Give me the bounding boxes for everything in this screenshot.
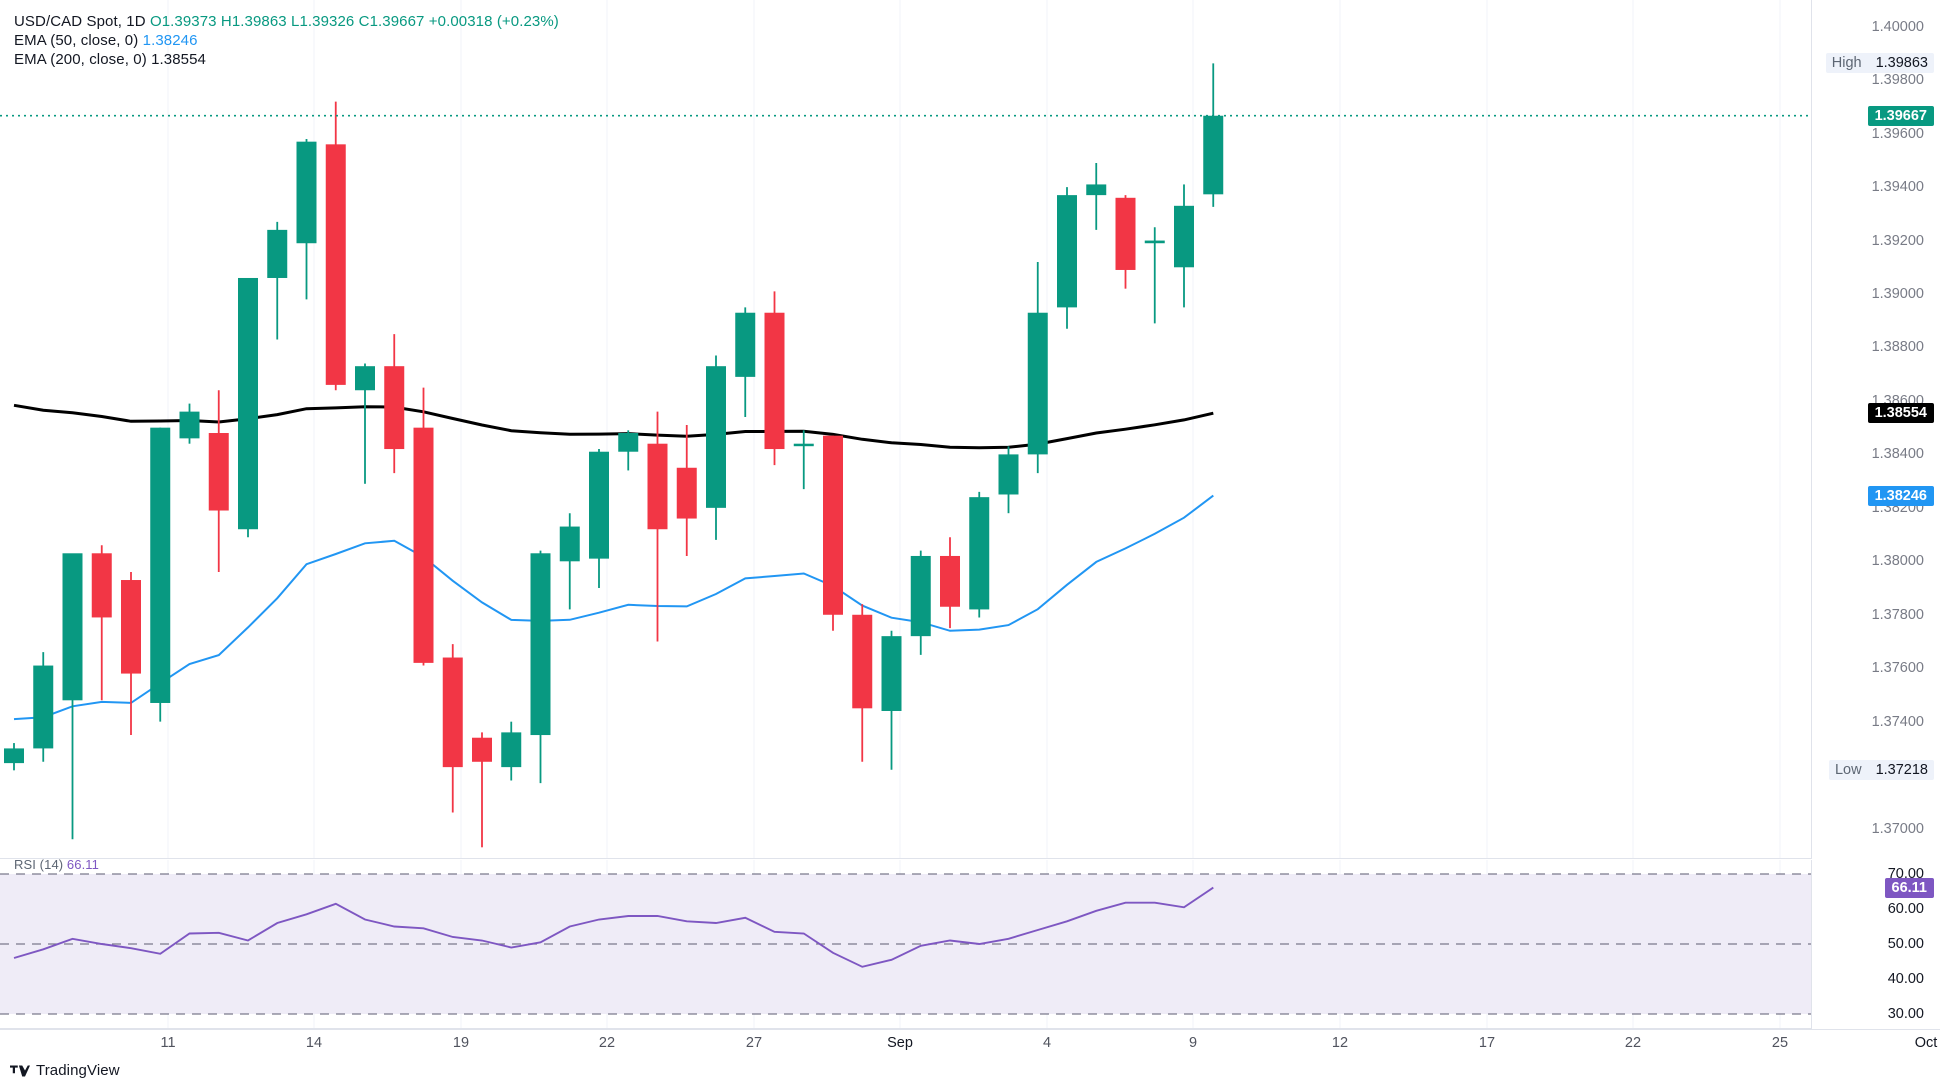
- time-tick: 12: [1331, 1035, 1349, 1051]
- time-tick: Oct: [1914, 1035, 1938, 1051]
- candle: [1144, 227, 1165, 324]
- candle: [793, 430, 814, 490]
- rsi-tick: 50.00: [1887, 936, 1924, 952]
- candle: [91, 545, 112, 701]
- ema200-price-tag[interactable]: 1.38554: [1867, 403, 1934, 424]
- time-tick: 25: [1771, 1035, 1789, 1051]
- candle: [530, 550, 551, 784]
- tradingview-mark-icon: [10, 1064, 30, 1077]
- candle: [823, 435, 843, 631]
- candle: [1086, 163, 1107, 230]
- candle: [121, 572, 141, 736]
- price-plot: [0, 0, 1812, 858]
- price-tick: 1.38800: [1871, 339, 1924, 356]
- candle: [413, 387, 434, 666]
- candle: [647, 411, 668, 642]
- candle: [1057, 187, 1077, 329]
- price-tick: 1.39600: [1871, 125, 1924, 142]
- candle: [706, 355, 726, 540]
- session-high-tag: High 1.39863: [1825, 53, 1934, 74]
- candle: [238, 277, 258, 538]
- candle: [33, 652, 54, 762]
- candle: [676, 424, 697, 556]
- price-tick: 1.38400: [1871, 446, 1924, 463]
- chart-footer: TradingView: [0, 1057, 1940, 1086]
- candle: [150, 427, 171, 722]
- price-tick: 1.38000: [1871, 553, 1924, 570]
- time-tick: 9: [1188, 1035, 1198, 1051]
- candle: [325, 101, 346, 391]
- tradingview-wordmark: TradingView: [36, 1062, 120, 1079]
- candle: [589, 449, 609, 589]
- candle: [940, 537, 960, 629]
- rsi-scale[interactable]: 70.00 60.00 50.00 40.00 30.00 66.11: [1811, 860, 1940, 1028]
- price-pane[interactable]: [0, 0, 1812, 858]
- time-tick: 19: [452, 1035, 470, 1051]
- ema50-price-tag[interactable]: 1.38246: [1867, 485, 1934, 506]
- candle: [969, 491, 990, 618]
- candle: [735, 307, 756, 417]
- candle: [501, 721, 522, 781]
- price-tick: 1.40000: [1871, 18, 1924, 35]
- price-tick: 1.37400: [1871, 713, 1924, 730]
- candle: [355, 363, 375, 484]
- candle: [998, 446, 1019, 514]
- price-tick: 1.37000: [1871, 820, 1924, 837]
- rsi-plot: [0, 860, 1812, 1028]
- time-tick: 22: [1624, 1035, 1642, 1051]
- candle: [764, 291, 785, 466]
- rsi-tick: 40.00: [1887, 971, 1924, 987]
- candle: [384, 334, 405, 474]
- candle: [208, 390, 229, 572]
- time-tick: 14: [305, 1035, 323, 1051]
- candle: [179, 403, 200, 444]
- candle: [472, 732, 492, 848]
- price-tick: 1.39200: [1871, 232, 1924, 249]
- time-tick: 11: [160, 1035, 176, 1051]
- candle: [910, 550, 931, 655]
- rsi-value-tag[interactable]: 66.11: [1884, 877, 1934, 898]
- rsi-pane[interactable]: RSI (14) 66.11: [0, 857, 1812, 1028]
- session-low-tag: Low 1.37218: [1828, 760, 1934, 781]
- price-tick: 1.39000: [1871, 286, 1924, 303]
- candle: [4, 743, 24, 771]
- time-tick: 22: [598, 1035, 616, 1051]
- price-tick: 1.39400: [1871, 179, 1924, 196]
- price-tick: 1.39800: [1871, 72, 1924, 89]
- candle: [1027, 261, 1048, 474]
- candle: [881, 630, 902, 770]
- tradingview-logo[interactable]: TradingView: [10, 1062, 120, 1079]
- candle: [852, 604, 873, 762]
- candle: [1203, 63, 1224, 207]
- time-scale[interactable]: 1114192227Sep4912172225Oct4710: [0, 1029, 1940, 1059]
- candle: [442, 644, 463, 813]
- candle: [296, 138, 317, 300]
- candle: [1115, 195, 1136, 289]
- price-tick: 1.37800: [1871, 606, 1924, 623]
- candle: [267, 221, 288, 340]
- time-tick: 17: [1478, 1035, 1496, 1051]
- pane-separator: [0, 858, 1812, 859]
- candle: [1174, 184, 1194, 308]
- candle: [559, 513, 580, 610]
- rsi-tick: 30.00: [1887, 1006, 1924, 1022]
- last-price-tag[interactable]: 1.39667: [1867, 105, 1934, 126]
- time-tick: 27: [745, 1035, 763, 1051]
- price-scale[interactable]: 1.40000 1.39800 1.39600 1.39400 1.39200 1.390…: [1811, 0, 1940, 858]
- rsi-tick: 60.00: [1887, 901, 1924, 917]
- candle: [62, 553, 83, 840]
- time-tick: Sep: [887, 1035, 913, 1051]
- rsi-pane-bottom-separator: [0, 1028, 1812, 1029]
- candle: [618, 430, 639, 471]
- price-tick: 1.37600: [1871, 660, 1924, 677]
- time-tick: 4: [1042, 1035, 1052, 1051]
